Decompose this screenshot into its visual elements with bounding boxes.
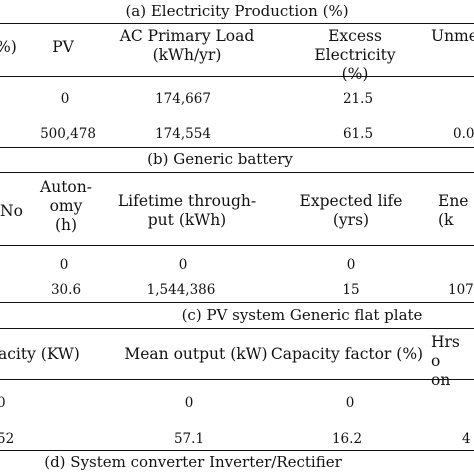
table-cell: 174,554: [155, 126, 211, 142]
table-rule: [0, 172, 474, 173]
col-header: acity (KW): [0, 345, 80, 363]
table-rule: [0, 76, 474, 77]
table-cell: 174,667: [155, 91, 211, 107]
table-cell: 21.5: [342, 91, 374, 107]
table-cell: 0: [346, 257, 356, 273]
table-rule: [0, 450, 474, 451]
table-cell: 57.1: [173, 431, 205, 447]
table-rule: [0, 147, 474, 148]
table-cell: 0: [184, 395, 194, 411]
col-header: Ene (k: [438, 192, 469, 229]
table-cell: 15: [342, 282, 360, 298]
caption-pv-system: (c) PV system Generic flat plate: [181, 306, 423, 324]
table-rule: [0, 23, 474, 24]
table-cell: 4: [462, 431, 471, 447]
table-cell: 0: [59, 257, 69, 273]
col-header: Auton- omy (h): [40, 178, 92, 234]
table-cell: 0: [60, 91, 70, 107]
table-rule: [0, 245, 474, 246]
table-cell: 0: [178, 257, 188, 273]
col-header: Hrs o on: [431, 333, 460, 389]
col-header: Expected life (yrs): [299, 192, 403, 229]
caption-electricity-production: (a) Electricity Production (%): [125, 2, 349, 20]
col-header: Unme: [431, 27, 474, 45]
table-cell: 107: [448, 282, 474, 298]
col-header: AC Primary Load (kWh/yr): [119, 27, 255, 64]
table-rule: [0, 302, 474, 303]
table-cell: 30.6: [50, 282, 82, 298]
table-cell: 16.2: [331, 431, 363, 447]
table-cell: 0: [345, 395, 355, 411]
col-header: Excess Electricity (%): [314, 27, 396, 83]
col-header: %): [0, 38, 17, 56]
col-header: PV: [52, 38, 74, 56]
col-header: No: [0, 202, 23, 220]
caption-system-converter: (d) System converter Inverter/Rectifier: [44, 453, 342, 471]
table-cell: 0.0: [453, 126, 474, 142]
caption-generic-battery: (b) Generic battery: [147, 150, 293, 168]
col-header: Capacity factor (%): [270, 345, 424, 363]
table-cell: 61.5: [342, 126, 374, 142]
table-rule: [0, 379, 474, 380]
table-cell: 52: [0, 431, 15, 447]
table-cell: 500,478: [40, 126, 96, 142]
col-header: Lifetime through- put (kWh): [117, 192, 257, 229]
table-rule: [0, 328, 474, 329]
table-cell: 0: [0, 395, 6, 411]
table-cell: 1,544,386: [146, 282, 216, 298]
col-header: Mean output (kW): [124, 345, 268, 363]
